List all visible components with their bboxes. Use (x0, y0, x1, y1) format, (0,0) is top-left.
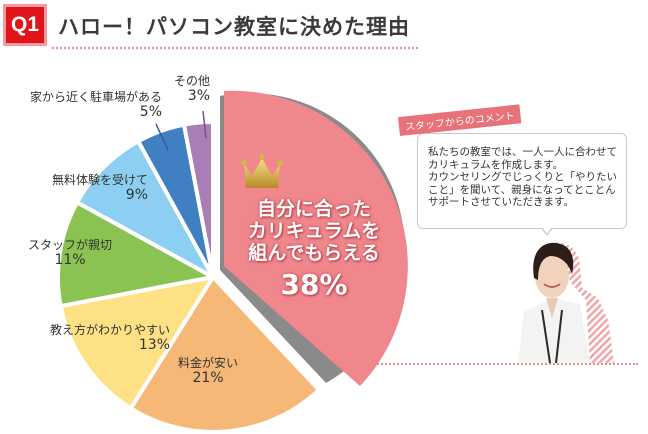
label-other-text: その他 (173, 74, 210, 88)
label-other: その他 3% (170, 74, 210, 104)
label-staff-pct: 11% (54, 252, 86, 268)
label-cheap-text: 料金が安い (178, 356, 239, 370)
title-divider (52, 47, 418, 49)
label-near-text: 家から近く駐車場がある (29, 90, 162, 104)
crown-icon (241, 154, 283, 188)
page-title: ハロー！パソコン教室に決めた理由 (58, 15, 410, 39)
bottom-divider (350, 363, 638, 365)
slice-staff (55, 200, 215, 309)
label-near-pct: 5% (139, 104, 162, 120)
label-top-line2: カリキュラムを (247, 220, 381, 242)
label-near: 家から近く駐車場がある 5% (28, 90, 162, 120)
label-trial-text: 無料体験を受けて (51, 173, 148, 187)
label-teach-text: 教え方がわかりやすい (49, 323, 170, 337)
question-badge: Q1 (3, 4, 47, 46)
label-trial-pct: 9% (125, 187, 148, 203)
slice-top (224, 90, 408, 387)
label-trial: 無料体験を受けて 9% (38, 173, 148, 203)
header: Q1 ハロー！パソコン教室に決めた理由 (0, 0, 648, 52)
label-staff-text: スタッフが親切 (28, 238, 113, 252)
bubble-tail (541, 227, 553, 236)
label-top-line1: 自分に合った (256, 198, 371, 220)
comment-line: カリキュラムを作成します。 (428, 158, 564, 171)
staff-photo (518, 242, 614, 364)
label-other-pct: 3% (187, 88, 210, 104)
comment-line: サポートさせていただきます。 (428, 196, 574, 208)
label-cheap: 料金が安い 21% (178, 356, 238, 386)
staff-comment-bubble: 私たちの教室では、一人一人に合わせて カリキュラムを作成します。 カウンセリング… (417, 133, 627, 229)
label-teach-pct: 13% (138, 337, 170, 353)
label-cheap-pct: 21% (192, 370, 224, 386)
label-teach: 教え方がわかりやすい 13% (30, 323, 170, 353)
label-staff: スタッフが親切 11% (28, 238, 112, 268)
slice-cheap (128, 275, 322, 434)
comment-line: カウンセリングでじっくりと「やりたい (428, 171, 617, 183)
label-top-pct: 38% (280, 268, 348, 301)
label-top-slice: 自分に合った カリキュラムを 組んでもらえる 38% (234, 198, 394, 302)
slice-teach (58, 275, 215, 411)
label-top-line3: 組んでもらえる (248, 242, 380, 264)
comment-line: こと」を聞いて、親身になってとことん (428, 183, 616, 196)
slice-other (182, 119, 215, 279)
comment-line: 私たちの教室では、一人一人に合わせて (428, 146, 617, 158)
